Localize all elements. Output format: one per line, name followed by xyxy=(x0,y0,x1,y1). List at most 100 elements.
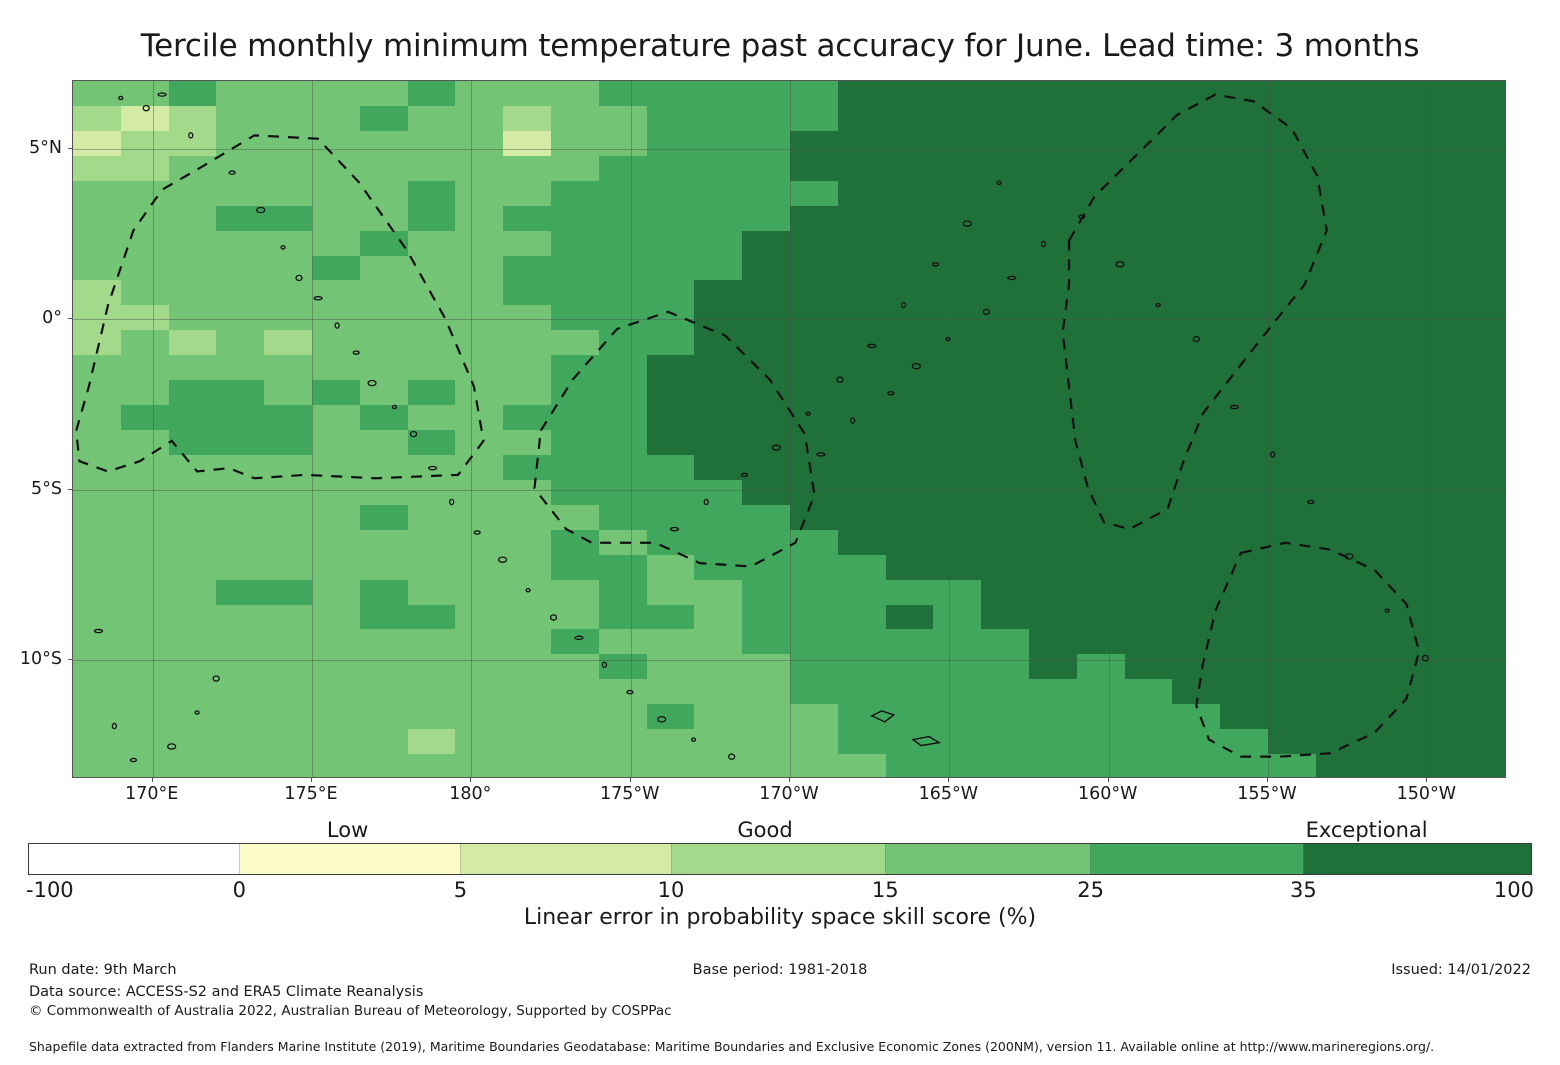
heatmap-cell xyxy=(1220,280,1269,306)
heatmap-cell xyxy=(599,555,648,581)
heatmap-cell xyxy=(742,156,791,182)
heatmap-cell xyxy=(264,330,313,356)
heatmap-cell xyxy=(933,156,982,182)
heatmap-cell xyxy=(647,280,696,306)
heatmap-cell xyxy=(264,106,313,132)
heatmap-cell xyxy=(933,530,982,556)
heatmap-cell xyxy=(1077,704,1126,730)
heatmap-cell xyxy=(1220,704,1269,730)
heatmap-cell xyxy=(1125,305,1174,331)
heatmap-cell xyxy=(216,330,265,356)
heatmap-cell xyxy=(742,81,791,107)
heatmap-cell xyxy=(1411,729,1460,755)
heatmap-cell xyxy=(73,380,122,406)
heatmap-cell xyxy=(503,455,552,481)
heatmap-cell xyxy=(1172,256,1221,282)
heatmap-cell xyxy=(933,131,982,157)
heatmap-cell xyxy=(1029,679,1078,705)
heatmap-cell xyxy=(981,480,1030,506)
heatmap-cell xyxy=(694,181,743,207)
heatmap-cell xyxy=(1029,131,1078,157)
x-tick-label: 165°W xyxy=(918,784,979,804)
heatmap-cell xyxy=(1029,280,1078,306)
heatmap-cell xyxy=(1125,405,1174,431)
heatmap-cell xyxy=(790,654,839,680)
heatmap-cell xyxy=(408,430,457,456)
heatmap-cell xyxy=(455,580,504,606)
heatmap-cell xyxy=(455,679,504,705)
heatmap-cell xyxy=(981,131,1030,157)
heatmap-cell xyxy=(647,206,696,232)
heatmap-cell xyxy=(1459,405,1505,431)
heatmap-cell xyxy=(1220,156,1269,182)
heatmap-cell xyxy=(551,355,600,381)
heatmap-cell xyxy=(169,629,218,655)
heatmap-cell xyxy=(981,729,1030,755)
colorbar-tick-label: 0 xyxy=(232,878,246,902)
heatmap-cell xyxy=(216,505,265,531)
heatmap-cell xyxy=(1268,355,1317,381)
heatmap-cell xyxy=(503,81,552,107)
heatmap-cell xyxy=(1459,231,1505,257)
heatmap-cell xyxy=(121,206,170,232)
heatmap-cell xyxy=(1316,380,1365,406)
heatmap-cell xyxy=(838,605,887,631)
heatmap-cell xyxy=(360,505,409,531)
heatmap-cell xyxy=(1268,405,1317,431)
heatmap-cell xyxy=(1411,654,1460,680)
heatmap-cell xyxy=(790,754,839,777)
heatmap-cell xyxy=(1316,505,1365,531)
gridline-horizontal xyxy=(73,489,1505,491)
heatmap-cell xyxy=(933,629,982,655)
heatmap-cell xyxy=(1459,555,1505,581)
heatmap-cell xyxy=(1077,480,1126,506)
heatmap-cell xyxy=(1411,580,1460,606)
heatmap-cell xyxy=(742,530,791,556)
heatmap-cell xyxy=(1268,131,1317,157)
heatmap-cell xyxy=(1364,405,1413,431)
heatmap-cell xyxy=(981,106,1030,132)
heatmap-cell xyxy=(73,704,122,730)
heatmap-cell xyxy=(933,231,982,257)
heatmap-cell xyxy=(551,704,600,730)
heatmap-cell xyxy=(216,305,265,331)
heatmap-cell xyxy=(838,355,887,381)
heatmap-cell xyxy=(1268,181,1317,207)
heatmap-cell xyxy=(1125,280,1174,306)
heatmap-cell xyxy=(503,106,552,132)
heatmap-cell xyxy=(647,181,696,207)
heatmap-cell xyxy=(1316,629,1365,655)
heatmap-cell xyxy=(1125,330,1174,356)
heatmap-cell xyxy=(408,405,457,431)
heatmap-cell xyxy=(742,505,791,531)
heatmap-cell xyxy=(599,405,648,431)
heatmap-cell xyxy=(455,605,504,631)
heatmap-cell xyxy=(933,455,982,481)
heatmap-cell xyxy=(216,156,265,182)
heatmap-cell xyxy=(790,355,839,381)
heatmap-cell xyxy=(1364,480,1413,506)
heatmap-cell xyxy=(1459,181,1505,207)
heatmap-cell xyxy=(73,280,122,306)
heatmap-cell xyxy=(503,480,552,506)
heatmap-cell xyxy=(599,106,648,132)
heatmap-cell xyxy=(886,231,935,257)
heatmap-cell xyxy=(599,81,648,107)
map-plot-area[interactable] xyxy=(72,80,1506,778)
heatmap-cell xyxy=(360,405,409,431)
colorbar[interactable] xyxy=(28,843,1532,875)
heatmap-cell xyxy=(169,106,218,132)
heatmap-cell xyxy=(647,729,696,755)
heatmap-cell xyxy=(981,231,1030,257)
heatmap-cell xyxy=(216,430,265,456)
heatmap-cell xyxy=(838,629,887,655)
heatmap-cell xyxy=(647,530,696,556)
heatmap-cell xyxy=(1220,654,1269,680)
heatmap-cell xyxy=(1077,629,1126,655)
heatmap-cell xyxy=(1077,280,1126,306)
heatmap-cell xyxy=(599,256,648,282)
heatmap-cell xyxy=(121,455,170,481)
heatmap-cell xyxy=(933,480,982,506)
heatmap-cell xyxy=(694,530,743,556)
heatmap-cell xyxy=(647,654,696,680)
